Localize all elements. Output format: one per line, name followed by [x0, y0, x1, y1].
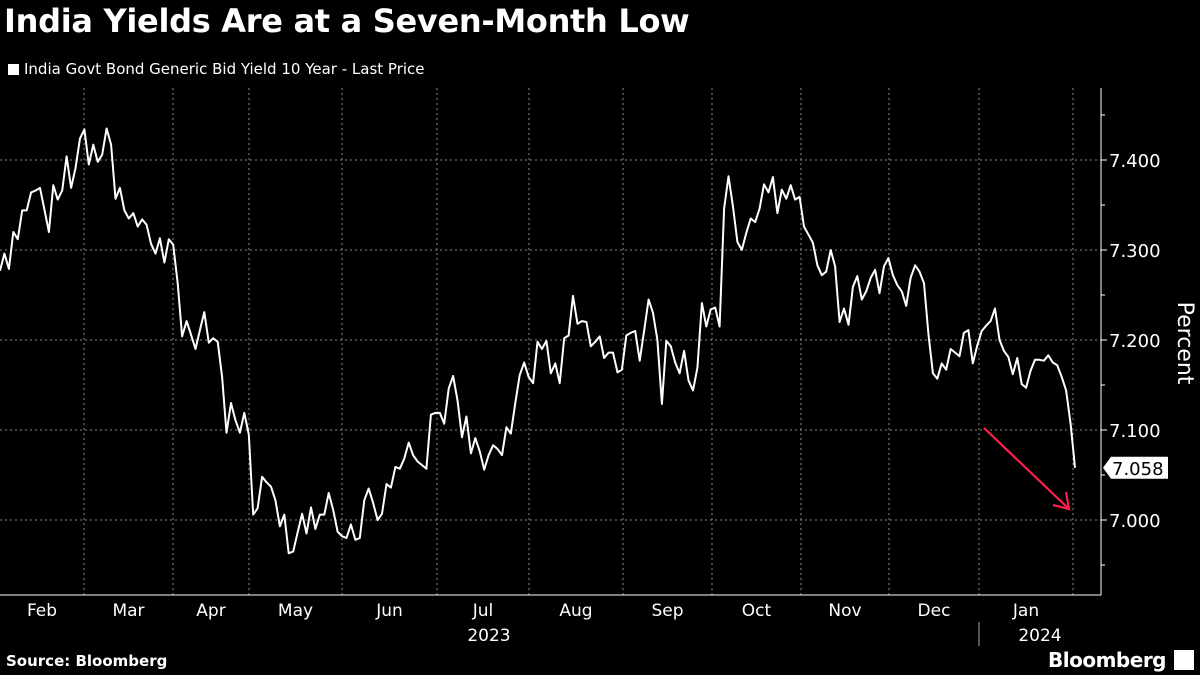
- legend-label: India Govt Bond Generic Bid Yield 10 Yea…: [24, 60, 425, 78]
- last-value-label: 7.058: [1112, 459, 1164, 480]
- x-tick-label: Jul: [472, 601, 494, 621]
- y-tick-label: 7.200: [1109, 331, 1161, 352]
- x-tick-label: Sep: [651, 601, 683, 621]
- x-tick-label: Dec: [918, 601, 951, 621]
- y-tick-label: 7.400: [1109, 151, 1161, 172]
- x-year-label: 2023: [467, 626, 510, 646]
- x-tick-label: Feb: [27, 601, 57, 621]
- y-axis-label: Percent: [1172, 302, 1197, 385]
- x-year-label: 2024: [1018, 626, 1061, 646]
- x-tick-label: Aug: [559, 601, 592, 621]
- bloomberg-logo: Bloomberg: [1048, 648, 1166, 672]
- source-note: Source: Bloomberg: [6, 652, 168, 670]
- legend-swatch: [8, 63, 19, 75]
- x-tick-label: Mar: [112, 601, 144, 621]
- y-tick-label: 7.100: [1109, 421, 1161, 442]
- trend-arrow-head: [1052, 491, 1071, 511]
- trend-arrow: [983, 427, 1069, 509]
- series-line: [0, 127, 1076, 555]
- last-value-badge: [1103, 456, 1168, 479]
- legend: India Govt Bond Generic Bid Yield 10 Yea…: [8, 60, 425, 78]
- x-tick-label: Apr: [196, 601, 225, 621]
- x-tick-label: Jan: [1012, 601, 1039, 621]
- x-tick-label: May: [278, 601, 313, 621]
- chart-title: India Yields Are at a Seven-Month Low: [4, 2, 690, 40]
- y-tick-label: 7.000: [1109, 511, 1161, 532]
- y-tick-label: 7.300: [1109, 241, 1161, 262]
- x-tick-label: Nov: [828, 601, 861, 621]
- x-tick-label: Jun: [375, 601, 403, 621]
- x-tick-label: Oct: [742, 601, 772, 621]
- bloomberg-mark-icon: [1174, 650, 1194, 670]
